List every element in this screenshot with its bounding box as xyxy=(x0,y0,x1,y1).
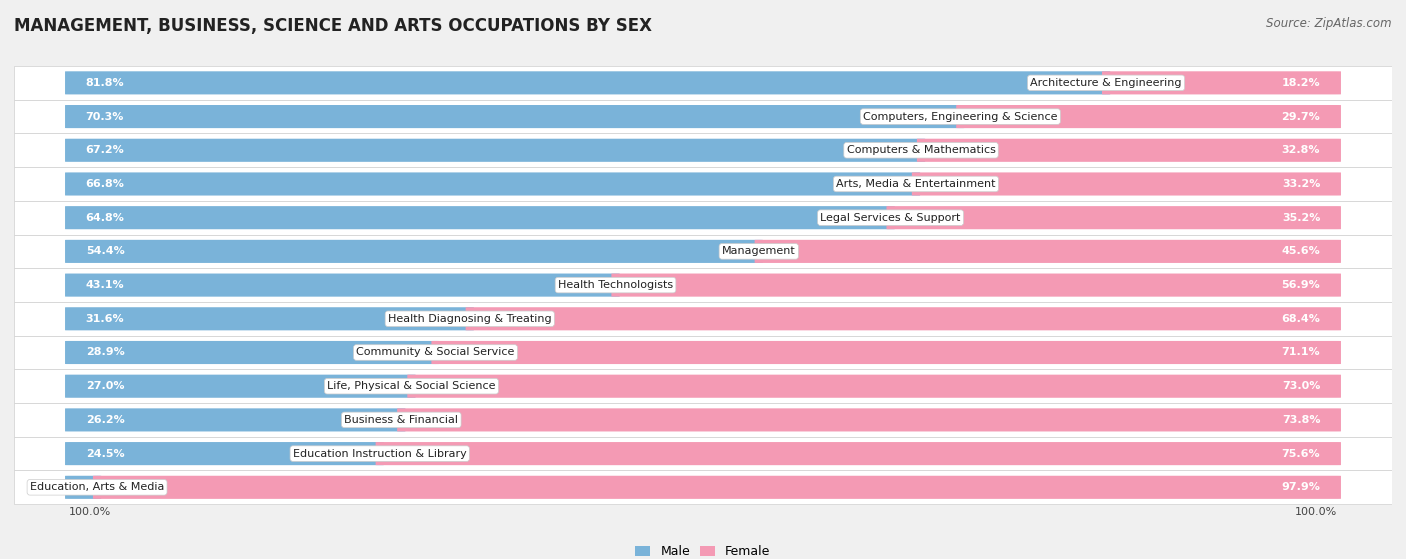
FancyBboxPatch shape xyxy=(65,442,384,465)
Text: 32.8%: 32.8% xyxy=(1282,145,1320,155)
Text: Arts, Media & Entertainment: Arts, Media & Entertainment xyxy=(837,179,995,189)
FancyBboxPatch shape xyxy=(755,240,1341,263)
Bar xyxy=(14,201,1392,235)
Text: MANAGEMENT, BUSINESS, SCIENCE AND ARTS OCCUPATIONS BY SEX: MANAGEMENT, BUSINESS, SCIENCE AND ARTS O… xyxy=(14,17,652,35)
FancyBboxPatch shape xyxy=(612,273,1341,297)
Text: Education Instruction & Library: Education Instruction & Library xyxy=(292,449,467,458)
Text: 70.3%: 70.3% xyxy=(86,112,124,121)
Text: 66.8%: 66.8% xyxy=(86,179,125,189)
FancyBboxPatch shape xyxy=(886,206,1341,229)
Bar xyxy=(14,437,1392,471)
FancyBboxPatch shape xyxy=(65,273,620,297)
FancyBboxPatch shape xyxy=(65,375,416,398)
FancyBboxPatch shape xyxy=(65,172,920,196)
FancyBboxPatch shape xyxy=(465,307,1341,330)
FancyBboxPatch shape xyxy=(396,408,1341,432)
Bar xyxy=(14,335,1392,369)
Bar xyxy=(14,268,1392,302)
FancyBboxPatch shape xyxy=(375,442,1341,465)
FancyBboxPatch shape xyxy=(917,139,1341,162)
Text: 28.9%: 28.9% xyxy=(86,348,125,358)
Text: Health Technologists: Health Technologists xyxy=(558,280,673,290)
FancyBboxPatch shape xyxy=(65,72,1111,94)
FancyBboxPatch shape xyxy=(912,172,1341,196)
Text: Health Diagnosing & Treating: Health Diagnosing & Treating xyxy=(388,314,551,324)
Text: Management: Management xyxy=(721,247,796,257)
Text: 35.2%: 35.2% xyxy=(1282,212,1320,222)
Text: 56.9%: 56.9% xyxy=(1281,280,1320,290)
Text: Architecture & Engineering: Architecture & Engineering xyxy=(1031,78,1182,88)
FancyBboxPatch shape xyxy=(65,476,101,499)
Text: Life, Physical & Social Science: Life, Physical & Social Science xyxy=(328,381,496,391)
Text: Community & Social Service: Community & Social Service xyxy=(356,348,515,358)
FancyBboxPatch shape xyxy=(65,105,965,128)
FancyBboxPatch shape xyxy=(408,375,1341,398)
Text: 100.0%: 100.0% xyxy=(69,506,111,517)
Bar xyxy=(14,369,1392,403)
Text: 73.0%: 73.0% xyxy=(1282,381,1320,391)
Text: 18.2%: 18.2% xyxy=(1282,78,1320,88)
Text: Computers & Mathematics: Computers & Mathematics xyxy=(846,145,995,155)
Text: Legal Services & Support: Legal Services & Support xyxy=(821,212,960,222)
FancyBboxPatch shape xyxy=(93,476,1341,499)
Text: Business & Financial: Business & Financial xyxy=(344,415,458,425)
Legend: Male, Female: Male, Female xyxy=(630,540,776,559)
Text: 33.2%: 33.2% xyxy=(1282,179,1320,189)
FancyBboxPatch shape xyxy=(1102,72,1341,94)
Text: 97.9%: 97.9% xyxy=(1281,482,1320,492)
Bar xyxy=(14,403,1392,437)
FancyBboxPatch shape xyxy=(432,341,1341,364)
Text: 24.5%: 24.5% xyxy=(86,449,124,458)
Text: 29.7%: 29.7% xyxy=(1281,112,1320,121)
Text: Computers, Engineering & Science: Computers, Engineering & Science xyxy=(863,112,1057,121)
Text: 2.2%: 2.2% xyxy=(104,482,132,492)
FancyBboxPatch shape xyxy=(956,105,1341,128)
Text: 31.6%: 31.6% xyxy=(86,314,124,324)
Bar xyxy=(14,66,1392,100)
FancyBboxPatch shape xyxy=(65,341,440,364)
Text: 100.0%: 100.0% xyxy=(1295,506,1337,517)
Text: 26.2%: 26.2% xyxy=(86,415,125,425)
Text: 54.4%: 54.4% xyxy=(86,247,125,257)
FancyBboxPatch shape xyxy=(65,408,405,432)
Bar xyxy=(14,100,1392,134)
FancyBboxPatch shape xyxy=(65,240,763,263)
Bar xyxy=(14,167,1392,201)
Bar xyxy=(14,134,1392,167)
Text: 68.4%: 68.4% xyxy=(1281,314,1320,324)
FancyBboxPatch shape xyxy=(65,307,474,330)
Text: Education, Arts & Media: Education, Arts & Media xyxy=(30,482,165,492)
FancyBboxPatch shape xyxy=(65,139,925,162)
Bar xyxy=(14,235,1392,268)
Text: 73.8%: 73.8% xyxy=(1282,415,1320,425)
Text: 71.1%: 71.1% xyxy=(1282,348,1320,358)
FancyBboxPatch shape xyxy=(65,206,894,229)
Text: 27.0%: 27.0% xyxy=(86,381,124,391)
Text: Source: ZipAtlas.com: Source: ZipAtlas.com xyxy=(1267,17,1392,30)
Text: 45.6%: 45.6% xyxy=(1281,247,1320,257)
Text: 43.1%: 43.1% xyxy=(86,280,124,290)
Bar xyxy=(14,471,1392,504)
Bar xyxy=(14,302,1392,335)
Text: 67.2%: 67.2% xyxy=(86,145,125,155)
Text: 64.8%: 64.8% xyxy=(86,212,125,222)
Text: 81.8%: 81.8% xyxy=(86,78,124,88)
Text: 75.6%: 75.6% xyxy=(1282,449,1320,458)
